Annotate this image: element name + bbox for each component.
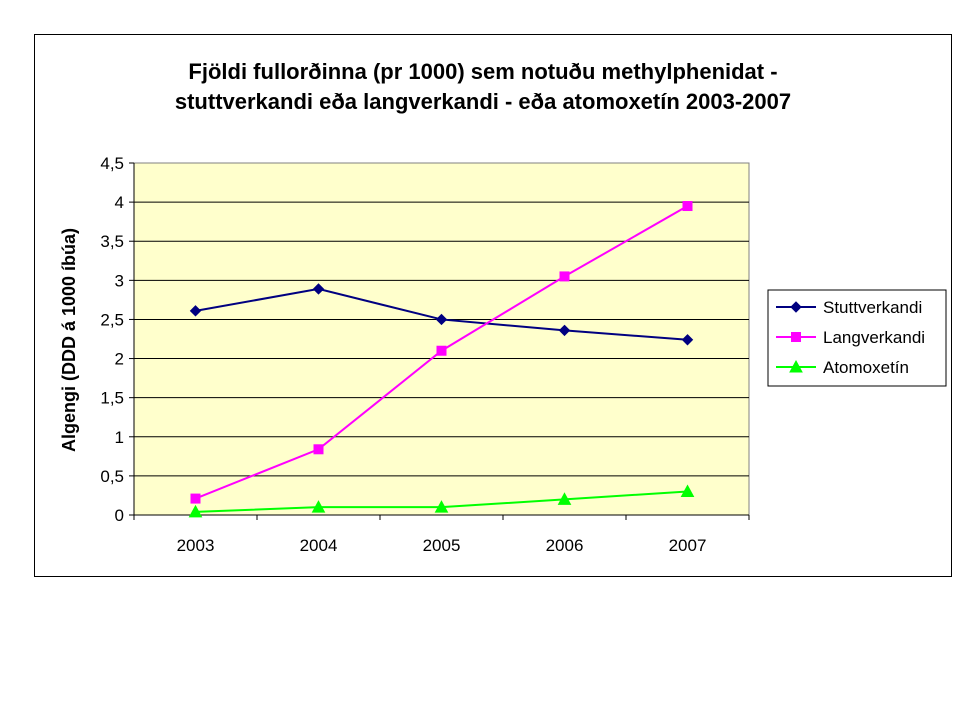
data-point <box>682 201 693 212</box>
data-point <box>190 493 201 504</box>
data-point <box>681 334 694 346</box>
y-tick-label: 3,5 <box>100 232 124 251</box>
y-tick-label: 4,5 <box>100 154 124 173</box>
legend-item: Langverkandi <box>776 328 925 347</box>
legend-item: Atomoxetín <box>776 358 909 377</box>
chart-title-line-2: stuttverkandi eða langverkandi - eða ato… <box>175 89 791 114</box>
data-point <box>311 500 326 513</box>
series-atomoxet-n <box>188 484 695 518</box>
legend-marker <box>789 359 803 373</box>
data-point <box>435 313 448 326</box>
y-tick-label: 0 <box>115 506 124 525</box>
legend-label: Langverkandi <box>823 328 925 347</box>
series-langverkandi <box>190 201 693 504</box>
data-point <box>559 271 570 282</box>
data-point <box>436 345 447 356</box>
plot-area <box>133 162 750 516</box>
data-point <box>557 492 572 505</box>
data-point <box>434 500 449 513</box>
data-point <box>313 444 324 455</box>
y-tick-label: 4 <box>115 193 124 212</box>
y-tick-label: 0,5 <box>100 467 124 486</box>
x-tick-label: 2005 <box>423 536 461 555</box>
data-point <box>188 504 203 518</box>
legend-item: Stuttverkandi <box>776 298 922 317</box>
x-tick-label: 2003 <box>177 536 215 555</box>
y-tick-label: 1,5 <box>100 389 124 408</box>
legend-marker <box>790 301 802 313</box>
x-tick-label: 2004 <box>300 536 338 555</box>
y-tick-label: 3 <box>115 271 124 290</box>
data-point <box>312 283 325 295</box>
y-axis-label: Algengi (DDD á 1000 íbúa) <box>59 228 79 452</box>
legend: Stuttverkandi Langverkandi Atomoxetín <box>776 298 925 377</box>
x-tick-label: 2007 <box>669 536 707 555</box>
chart-title-line-1: Fjöldi fullorðinna (pr 1000) sem notuðu … <box>188 59 777 84</box>
legend-label: Atomoxetín <box>823 358 909 377</box>
y-tick-label: 2 <box>115 350 124 369</box>
y-tick-label: 2,5 <box>100 310 124 329</box>
data-point <box>189 305 202 317</box>
data-point <box>558 324 571 337</box>
series-stuttverkandi <box>189 283 694 346</box>
y-tick-label: 1 <box>115 428 124 447</box>
axes: 0 0,5 1 1,5 2 2,5 3 3,5 4 4,5 2003 2004 2005 2006 2007 <box>100 154 750 555</box>
legend-label: Stuttverkandi <box>823 298 922 317</box>
x-tick-label: 2006 <box>546 536 584 555</box>
legend-marker <box>791 332 801 342</box>
series-layer <box>188 201 695 518</box>
data-point <box>680 484 695 498</box>
